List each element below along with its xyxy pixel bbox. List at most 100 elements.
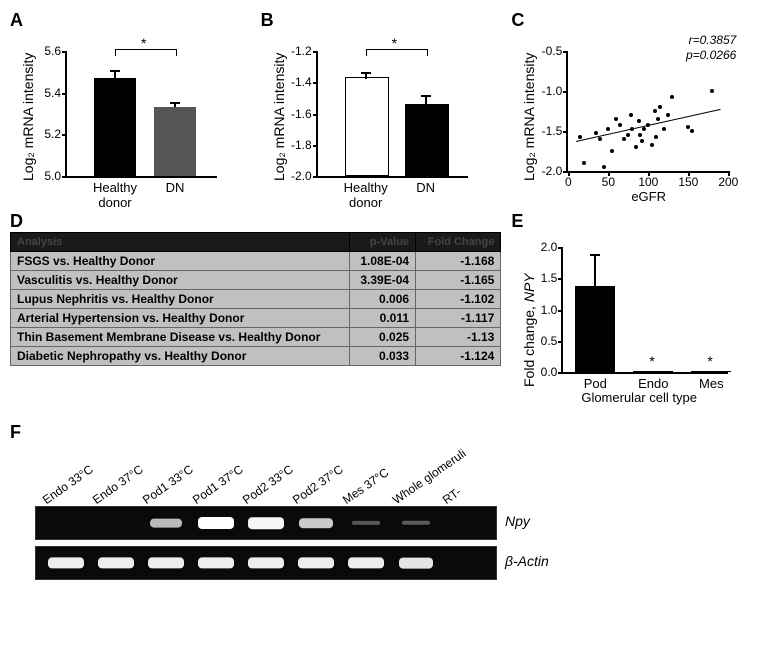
ytick-label: 5.6 xyxy=(21,44,61,58)
ytick-label: 1.5 xyxy=(522,271,557,285)
x-label: DN xyxy=(139,180,211,195)
table-d: Analysisp-ValueFold Change FSGS vs. Heal… xyxy=(10,232,501,366)
xtick-label: 50 xyxy=(596,175,620,189)
ytick-label: -1.2 xyxy=(272,44,312,58)
chart-e-plot: 0.00.51.01.52.0PodEndo*Mes* xyxy=(561,247,728,374)
panel-e: E Fold change, NPY 0.00.51.01.52.0PodEnd… xyxy=(511,211,752,412)
panel-a: A Log₂ mRNA intensity 5.05.25.45.6Health… xyxy=(10,10,251,201)
scatter-point xyxy=(640,139,644,143)
scatter-point xyxy=(710,89,714,93)
table-cell: -1.102 xyxy=(416,290,501,309)
xtick-label: 150 xyxy=(676,175,700,189)
scatter-point xyxy=(614,117,618,121)
lane-label: Pod1 33°C xyxy=(140,462,196,507)
table-cell: Lupus Nephritis vs. Healthy Donor xyxy=(11,290,350,309)
table-cell: -1.13 xyxy=(416,328,501,347)
ytick-label: -1.6 xyxy=(272,107,312,121)
bar-Healthy donor xyxy=(345,77,389,176)
scatter-point xyxy=(650,143,654,147)
ytick-label: 1.0 xyxy=(522,303,557,317)
lane-label: Endo 33°C xyxy=(40,462,96,507)
gel-band xyxy=(402,521,430,525)
bar-DN xyxy=(405,104,449,176)
x-label: Endo xyxy=(628,376,678,391)
chart-c-xlabel: eGFR xyxy=(631,189,666,204)
scatter-point xyxy=(686,125,690,129)
sig-star: * xyxy=(707,353,712,369)
gel-band xyxy=(150,519,183,528)
table-header: Analysis xyxy=(11,233,350,252)
scatter-point xyxy=(582,161,586,165)
lane-label: Pod2 37°C xyxy=(290,462,346,507)
chart-a-plot: 5.05.25.45.6Healthy donorDN* xyxy=(65,51,217,178)
ytick-label: -1.5 xyxy=(522,124,562,138)
scatter-point xyxy=(637,119,641,123)
x-label: Pod xyxy=(570,376,620,391)
panel-a-label: A xyxy=(10,10,23,30)
lane-label: Mes 37°C xyxy=(340,465,391,507)
gel-row-β-Actin xyxy=(35,546,497,580)
scatter-point xyxy=(606,127,610,131)
x-label: DN xyxy=(390,180,462,195)
table-cell: -1.124 xyxy=(416,347,501,366)
chart-c: Log₂ mRNA intensity r=0.3857 p=0.0266 -2… xyxy=(511,31,741,201)
scatter-point xyxy=(654,135,658,139)
bar-Mes xyxy=(691,371,731,372)
scatter-point xyxy=(658,105,662,109)
gel-band xyxy=(198,557,233,568)
bar-Healthy donor xyxy=(94,78,136,176)
ytick-label: -0.5 xyxy=(522,44,562,58)
scatter-point xyxy=(642,127,646,131)
lane-label: Endo 37°C xyxy=(90,462,146,507)
scatter-point xyxy=(622,137,626,141)
table-row: FSGS vs. Healthy Donor1.08E-04-1.168 xyxy=(11,252,501,271)
panel-c: C Log₂ mRNA intensity r=0.3857 p=0.0266 … xyxy=(511,10,752,201)
ytick-label: -2.0 xyxy=(272,169,312,183)
bar-Pod xyxy=(575,286,615,372)
scatter-point xyxy=(602,165,606,169)
sig-star: * xyxy=(649,353,654,369)
scatter-point xyxy=(666,113,670,117)
scatter-point xyxy=(653,109,657,113)
ytick-label: 5.2 xyxy=(21,127,61,141)
scatter-point xyxy=(626,133,630,137)
gel-band xyxy=(352,521,380,525)
ytick-label: 0.0 xyxy=(522,365,557,379)
table-header: Fold Change xyxy=(416,233,501,252)
bar-Endo xyxy=(633,371,673,372)
table-cell: Vasculitis vs. Healthy Donor xyxy=(11,271,350,290)
lane-label: Pod1 37°C xyxy=(190,462,246,507)
panel-d-label: D xyxy=(10,211,23,231)
gel-band xyxy=(198,517,234,529)
bar-DN xyxy=(154,107,196,176)
scatter-point xyxy=(594,131,598,135)
table-header: p-Value xyxy=(349,233,415,252)
table-cell: 0.033 xyxy=(349,347,415,366)
panel-b-label: B xyxy=(261,10,274,30)
scatter-point xyxy=(656,117,660,121)
table-cell: FSGS vs. Healthy Donor xyxy=(11,252,350,271)
table-row: Vasculitis vs. Healthy Donor3.39E-04-1.1… xyxy=(11,271,501,290)
chart-c-ylabel: Log₂ mRNA intensity xyxy=(521,53,537,181)
gel-band xyxy=(248,557,283,568)
scatter-point xyxy=(662,127,666,131)
table-cell: -1.117 xyxy=(416,309,501,328)
chart-c-plot: -2.0-1.5-1.0-0.5050100150200 xyxy=(566,51,728,173)
x-label: Mes xyxy=(686,376,736,391)
chart-c-r: r=0.3857 xyxy=(689,33,737,47)
scatter-point xyxy=(634,145,638,149)
regression-line xyxy=(576,109,720,142)
chart-b-plot: -2.0-1.8-1.6-1.4-1.2Healthy donorDN* xyxy=(316,51,468,178)
panel-c-label: C xyxy=(511,10,524,30)
ytick-label: 0.5 xyxy=(522,334,557,348)
gel-row-label: Npy xyxy=(505,513,530,529)
panel-d: D Analysisp-ValueFold Change FSGS vs. He… xyxy=(10,211,501,412)
scatter-point xyxy=(638,133,642,137)
table-cell: -1.165 xyxy=(416,271,501,290)
xtick-label: 0 xyxy=(556,175,580,189)
gel-band xyxy=(348,557,383,568)
gel-row-label: β-Actin xyxy=(505,553,549,569)
table-cell: 1.08E-04 xyxy=(349,252,415,271)
gel-band xyxy=(299,518,333,528)
panel-f-label: F xyxy=(10,422,21,442)
